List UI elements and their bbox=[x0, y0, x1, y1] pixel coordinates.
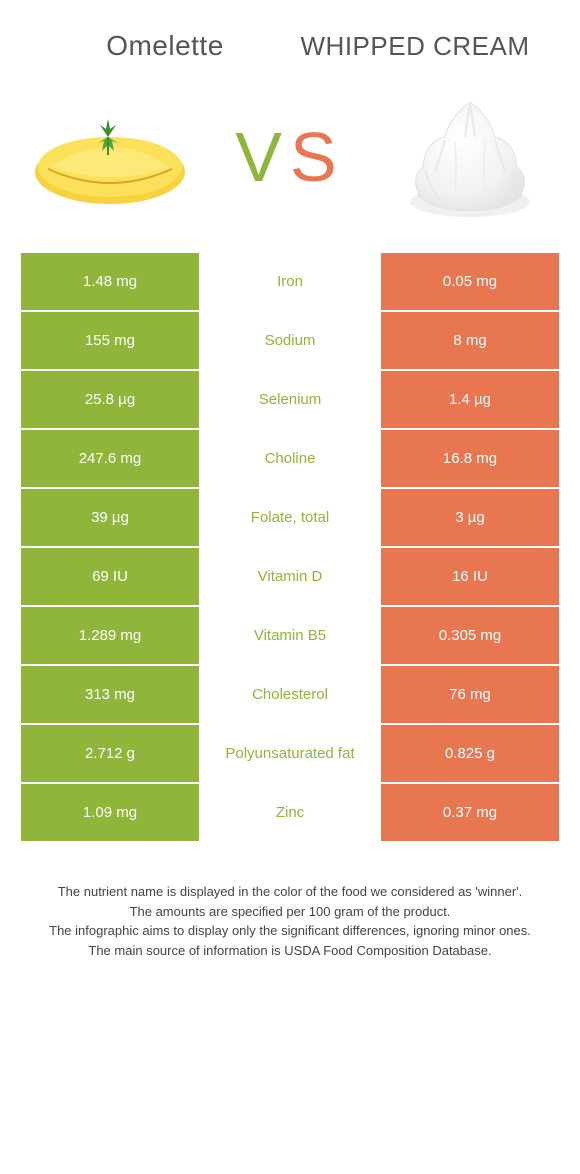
titles-row: Omelette WHIPPED CREAM bbox=[0, 0, 580, 82]
nutrient-value-right: 0.305 mg bbox=[380, 606, 560, 665]
nutrient-value-right: 0.05 mg bbox=[380, 252, 560, 311]
footer-notes: The nutrient name is displayed in the co… bbox=[30, 882, 550, 960]
nutrient-row: 1.48 mgIron0.05 mg bbox=[20, 252, 560, 311]
nutrient-value-left: 1.289 mg bbox=[20, 606, 200, 665]
nutrient-label: Iron bbox=[200, 252, 380, 311]
footer-line-4: The main source of information is USDA F… bbox=[30, 941, 550, 961]
nutrient-row: 313 mgCholesterol76 mg bbox=[20, 665, 560, 724]
whipped-cream-image bbox=[390, 92, 550, 222]
footer-line-2: The amounts are specified per 100 gram o… bbox=[30, 902, 550, 922]
nutrient-value-left: 69 IU bbox=[20, 547, 200, 606]
food-title-left: Omelette bbox=[40, 30, 290, 62]
omelette-image bbox=[30, 92, 190, 222]
nutrient-value-right: 1.4 µg bbox=[380, 370, 560, 429]
vs-label: VS bbox=[235, 122, 344, 192]
nutrient-label: Selenium bbox=[200, 370, 380, 429]
food-title-right: WHIPPED CREAM bbox=[290, 32, 540, 61]
nutrient-label: Zinc bbox=[200, 783, 380, 842]
nutrient-value-left: 155 mg bbox=[20, 311, 200, 370]
nutrient-row: 247.6 mgCholine16.8 mg bbox=[20, 429, 560, 488]
nutrient-value-left: 2.712 g bbox=[20, 724, 200, 783]
nutrient-label: Folate, total bbox=[200, 488, 380, 547]
nutrient-value-right: 76 mg bbox=[380, 665, 560, 724]
nutrient-value-right: 16 IU bbox=[380, 547, 560, 606]
nutrient-row: 2.712 gPolyunsaturated fat0.825 g bbox=[20, 724, 560, 783]
nutrient-label: Polyunsaturated fat bbox=[200, 724, 380, 783]
nutrient-label: Sodium bbox=[200, 311, 380, 370]
nutrient-label: Vitamin D bbox=[200, 547, 380, 606]
nutrient-label: Vitamin B5 bbox=[200, 606, 380, 665]
footer-line-3: The infographic aims to display only the… bbox=[30, 921, 550, 941]
nutrient-value-right: 0.37 mg bbox=[380, 783, 560, 842]
nutrient-value-left: 25.8 µg bbox=[20, 370, 200, 429]
nutrient-value-left: 313 mg bbox=[20, 665, 200, 724]
omelette-icon bbox=[30, 97, 190, 217]
nutrient-label: Cholesterol bbox=[200, 665, 380, 724]
nutrient-label: Choline bbox=[200, 429, 380, 488]
infographic-container: Omelette WHIPPED CREAM VS bbox=[0, 0, 580, 960]
nutrient-row: 25.8 µgSelenium1.4 µg bbox=[20, 370, 560, 429]
nutrient-value-left: 1.48 mg bbox=[20, 252, 200, 311]
nutrient-value-right: 16.8 mg bbox=[380, 429, 560, 488]
nutrient-table: 1.48 mgIron0.05 mg155 mgSodium8 mg25.8 µ… bbox=[20, 252, 560, 842]
nutrient-value-left: 39 µg bbox=[20, 488, 200, 547]
nutrient-row: 39 µgFolate, total3 µg bbox=[20, 488, 560, 547]
vs-v: V bbox=[235, 118, 290, 196]
nutrient-value-right: 3 µg bbox=[380, 488, 560, 547]
footer-line-1: The nutrient name is displayed in the co… bbox=[30, 882, 550, 902]
nutrient-row: 155 mgSodium8 mg bbox=[20, 311, 560, 370]
vs-s: S bbox=[290, 118, 345, 196]
nutrient-row: 1.289 mgVitamin B50.305 mg bbox=[20, 606, 560, 665]
nutrient-value-right: 0.825 g bbox=[380, 724, 560, 783]
nutrient-row: 69 IUVitamin D16 IU bbox=[20, 547, 560, 606]
nutrient-row: 1.09 mgZinc0.37 mg bbox=[20, 783, 560, 842]
images-row: VS bbox=[0, 82, 580, 252]
whipped-cream-icon bbox=[395, 92, 545, 222]
nutrient-value-left: 247.6 mg bbox=[20, 429, 200, 488]
nutrient-value-right: 8 mg bbox=[380, 311, 560, 370]
nutrient-value-left: 1.09 mg bbox=[20, 783, 200, 842]
